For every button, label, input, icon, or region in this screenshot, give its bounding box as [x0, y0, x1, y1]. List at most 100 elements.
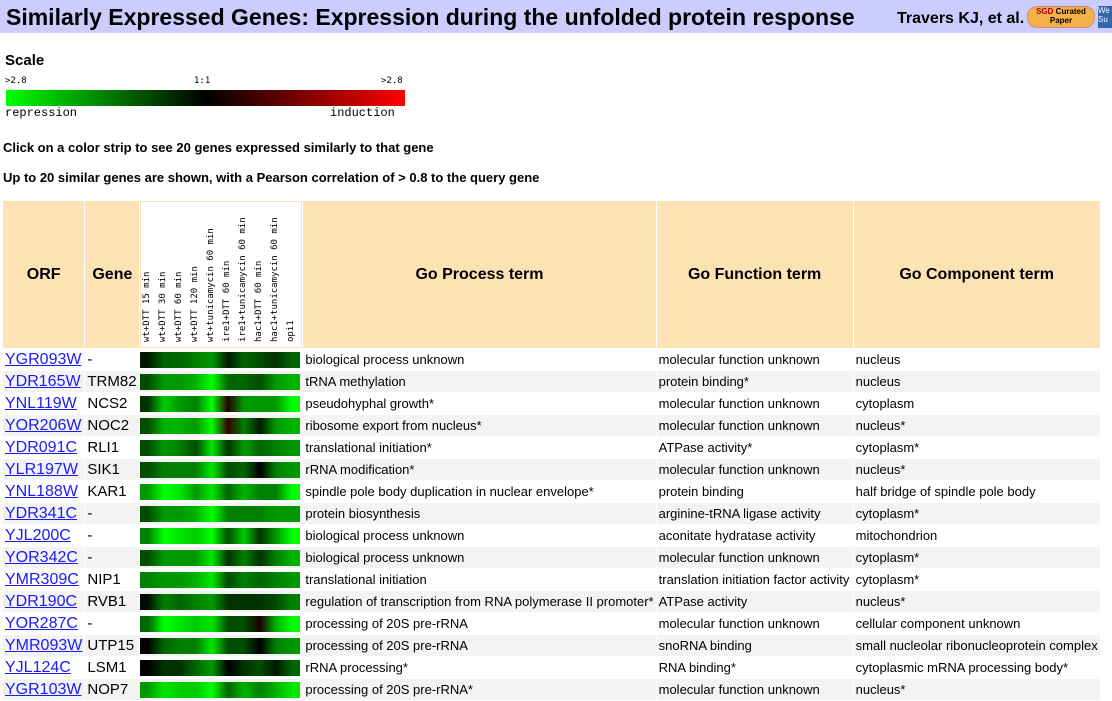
expression-strip-cell	[140, 657, 302, 678]
orf-link[interactable]: YJL200C	[5, 526, 71, 544]
expression-color-strip[interactable]	[140, 351, 301, 368]
expression-strip-cell	[140, 349, 302, 370]
scale-heading: Scale	[5, 52, 45, 69]
expression-strip-cell	[140, 547, 303, 568]
orf-link[interactable]: YLR197W	[5, 460, 78, 478]
instruction-text: Click on a color strip to see 20 genes e…	[3, 140, 434, 155]
expression-color-strip[interactable]	[140, 593, 301, 610]
orf-link[interactable]: YGR103W	[5, 680, 82, 698]
expression-color-strip[interactable]	[140, 417, 301, 434]
go-process-cell: biological process unknown	[305, 352, 465, 367]
expression-strip-cell	[140, 481, 302, 502]
expression-color-strip[interactable]	[140, 527, 301, 544]
expression-color-strip[interactable]	[140, 615, 301, 632]
go-component-cell: cytoplasm*	[855, 572, 920, 587]
orf-link[interactable]: YOR287C	[5, 614, 78, 632]
go-component-cell: nucleus*	[853, 415, 1100, 436]
gene-cell: -	[85, 547, 140, 568]
expression-color-strip[interactable]	[140, 373, 301, 390]
orf-link[interactable]: YJL124C	[5, 658, 71, 676]
expression-color-strip[interactable]	[140, 571, 301, 588]
table-row: YDR190C RVB1 regulation of transcription…	[3, 591, 1100, 612]
go-component-cell: nucleus	[853, 371, 1100, 392]
gene-cell: -	[87, 351, 93, 368]
go-component-cell: cytoplasm*	[853, 547, 1100, 568]
condition-label: opi1	[286, 320, 297, 342]
table-row: YNL188W KAR1 spindle pole body duplicati…	[3, 481, 1100, 502]
table-row: YDR091C RLI1 translational initiation* A…	[3, 437, 1100, 458]
go-component-cell: mitochondrion	[855, 528, 938, 543]
expression-color-strip[interactable]	[140, 483, 301, 500]
go-function-cell: molecular function unknown	[656, 415, 853, 436]
orf-link[interactable]: YDR190C	[5, 592, 78, 610]
go-function-cell: molecular function unknown	[656, 679, 853, 700]
condition-label: ire1+DTT 60 min	[222, 260, 233, 342]
gene-cell: RLI1	[87, 439, 120, 456]
table-row: YMR309C NIP1 translational initiation tr…	[3, 569, 1100, 590]
orf-link[interactable]: YDR091C	[5, 438, 78, 456]
go-component-cell: small nucleolar ribonucleoprotein comple…	[853, 635, 1100, 656]
table-row: YDR341C - protein biosynthesis arginine-…	[3, 503, 1100, 524]
orf-cell: YNL119W	[3, 393, 84, 414]
go-function-cell: RNA binding*	[658, 660, 736, 675]
table-row: YOR342C - biological process unknown mol…	[3, 547, 1100, 568]
expression-color-strip[interactable]	[140, 637, 301, 654]
author-link[interactable]: Travers KJ, et al.	[897, 10, 1025, 27]
go-function-cell: arginine-tRNA ligase activity	[656, 503, 853, 524]
orf-link[interactable]: YMR309C	[5, 570, 79, 588]
go-component-cell: cytoplasm*	[855, 440, 920, 455]
title-bar: Similarly Expressed Genes: Expression du…	[0, 0, 1112, 33]
gene-cell: RVB1	[85, 591, 140, 612]
expression-color-strip[interactable]	[140, 505, 301, 522]
orf-cell: YDR190C	[3, 591, 85, 612]
repression-label: repression	[5, 106, 78, 120]
go-function-cell: translation initiation factor activity	[658, 572, 850, 587]
condition-label: hac1+DTT 60 min	[254, 260, 265, 342]
expression-color-strip[interactable]	[140, 549, 301, 566]
table-row: YGR103W NOP7 processing of 20S pre-rRNA*…	[3, 679, 1100, 700]
go-component-cell: nucleus*	[853, 459, 1100, 480]
table-row: YGR093W - biological process unknown mol…	[3, 349, 1100, 370]
orf-link[interactable]: YOR206W	[5, 416, 82, 434]
condition-label: wt+DTT 30 min	[158, 271, 169, 342]
expression-strip-cell	[140, 679, 303, 700]
expression-color-strip[interactable]	[140, 659, 301, 676]
orf-link[interactable]: YDR165W	[5, 372, 81, 390]
go-process-cell: translational initiation	[305, 572, 427, 587]
go-component-cell: cellular component unknown	[855, 616, 1021, 631]
expression-color-strip[interactable]	[140, 681, 301, 698]
orf-cell: YMR093W	[3, 635, 85, 656]
orf-cell: YOR206W	[3, 415, 85, 436]
gene-cell: -	[87, 527, 93, 544]
expression-strip-cell	[140, 415, 303, 436]
go-function-cell: snoRNA binding	[656, 635, 853, 656]
gene-cell: NOC2	[85, 415, 140, 436]
go-process-cell: tRNA methylation	[303, 371, 656, 392]
side-button[interactable]: We Su	[1098, 6, 1112, 28]
orf-cell: YMR309C	[3, 569, 84, 590]
sgd-curated-paper-logo[interactable]: SGD Curated Paper	[1027, 6, 1095, 28]
orf-cell: YJL200C	[3, 525, 84, 546]
table-row: YLR197W SIK1 rRNA modification* molecula…	[3, 459, 1100, 480]
go-function-cell: molecular function unknown	[656, 459, 853, 480]
gene-cell: NCS2	[87, 395, 128, 412]
expression-strip-cell	[140, 591, 303, 612]
table-row: YOR206W NOC2 ribosome export from nucleu…	[3, 415, 1100, 436]
orf-link[interactable]: YNL188W	[5, 482, 78, 500]
expression-color-strip[interactable]	[140, 461, 301, 478]
orf-cell: YDR341C	[3, 503, 85, 524]
go-function-cell: protein binding*	[656, 371, 853, 392]
go-function-cell: protein binding	[658, 484, 744, 499]
gene-cell: NOP7	[85, 679, 140, 700]
go-function-header: Go Function term	[656, 201, 853, 348]
go-process-header: Go Process term	[303, 201, 656, 348]
orf-link[interactable]: YOR342C	[5, 548, 78, 566]
orf-link[interactable]: YNL119W	[5, 394, 77, 412]
gene-cell: -	[87, 615, 93, 632]
expression-color-strip[interactable]	[140, 439, 301, 456]
orf-link[interactable]: YDR341C	[5, 504, 78, 522]
orf-link[interactable]: YGR093W	[5, 350, 82, 368]
go-process-cell: protein biosynthesis	[303, 503, 656, 524]
expression-color-strip[interactable]	[140, 395, 301, 412]
orf-link[interactable]: YMR093W	[5, 636, 83, 654]
